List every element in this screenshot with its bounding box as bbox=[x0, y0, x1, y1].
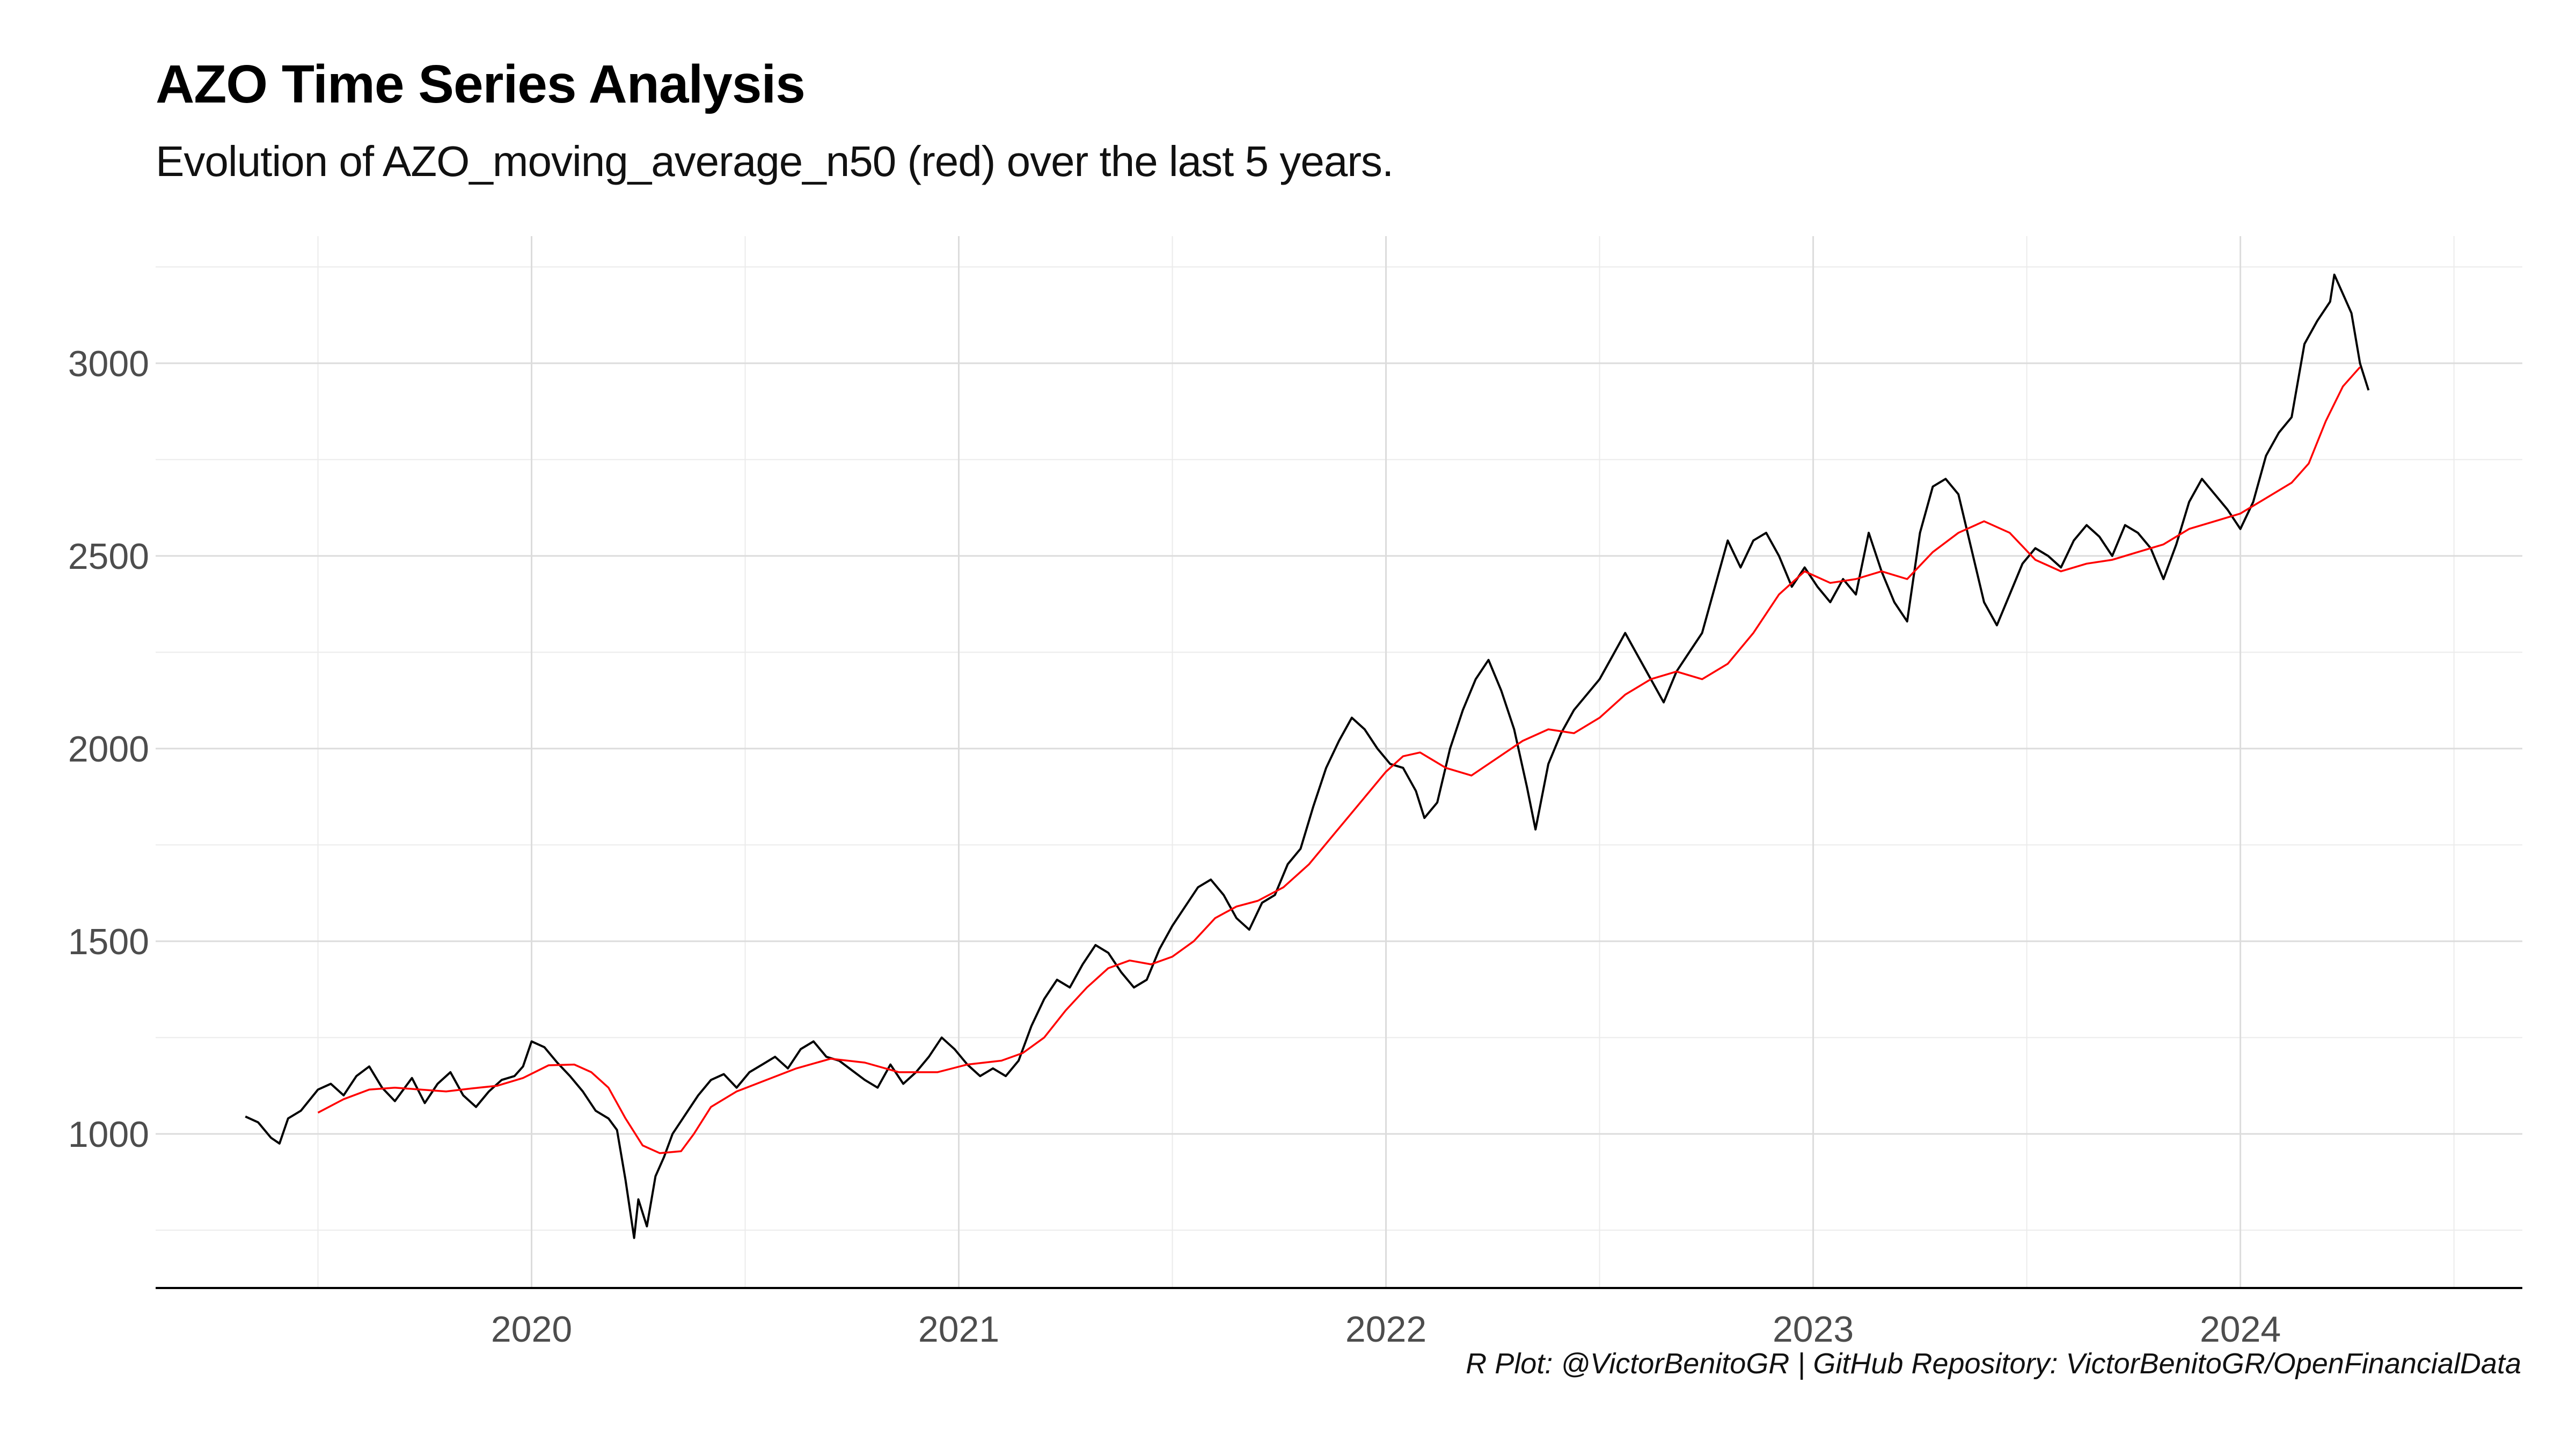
y-axis: 1000 1500 2000 2500 3000 bbox=[68, 343, 149, 1155]
x-axis: 2020 2021 2022 2023 2024 bbox=[491, 1309, 2281, 1350]
y-tick-label: 2000 bbox=[68, 729, 149, 770]
x-tick-label: 2020 bbox=[491, 1309, 572, 1350]
x-tick-label: 2021 bbox=[918, 1309, 999, 1350]
plot-caption: R Plot: @VictorBenitoGR | GitHub Reposit… bbox=[1466, 1348, 2521, 1380]
y-tick-label: 1000 bbox=[68, 1114, 149, 1155]
series-lines bbox=[245, 273, 2370, 1239]
y-tick-label: 3000 bbox=[68, 343, 149, 384]
moving-average-series-line bbox=[317, 366, 2361, 1154]
chart-title: AZO Time Series Analysis bbox=[156, 54, 806, 114]
x-tick-label: 2024 bbox=[2200, 1309, 2281, 1350]
x-tick-label: 2022 bbox=[1345, 1309, 1426, 1350]
chart-subtitle: Evolution of AZO_moving_average_n50 (red… bbox=[156, 137, 1394, 185]
x-tick-label: 2023 bbox=[1773, 1309, 1854, 1350]
y-tick-label: 1500 bbox=[68, 921, 149, 962]
y-tick-label: 2500 bbox=[68, 536, 149, 577]
grid bbox=[156, 236, 2522, 1288]
price-series-line bbox=[245, 273, 2370, 1239]
